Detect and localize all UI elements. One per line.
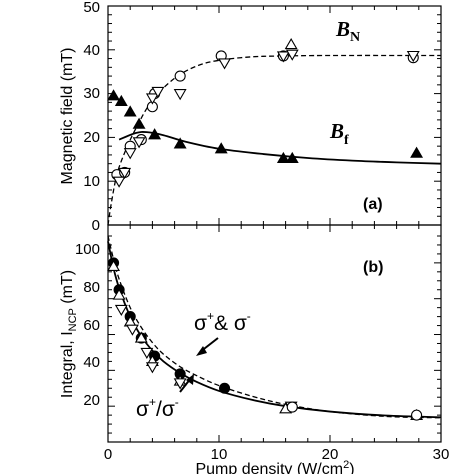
marker-open-up-triangle — [284, 37, 298, 50]
panel-b-ticks — [107, 225, 442, 443]
panel-b-fit-curves — [107, 235, 442, 419]
ytick-label: 40 — [83, 354, 100, 371]
xtick-label: 0 — [104, 446, 112, 463]
marker-open-circle — [174, 70, 186, 82]
bf-series-label: Bf — [329, 119, 349, 148]
sigma-ratio-mid: / — [156, 398, 162, 421]
panel-b-markers — [107, 257, 424, 421]
sigma-both-b-sup: - — [247, 309, 251, 323]
marker-open-down-triangle — [145, 93, 159, 105]
marker-filled-up-triangle — [214, 142, 228, 154]
marker-filled-up-triangle — [132, 117, 146, 129]
xtick-labels: 0 10 20 30 — [104, 446, 450, 463]
ytick-label: 100 — [75, 241, 100, 258]
marker-open-down-triangle — [112, 176, 126, 188]
ytick-label: 30 — [83, 85, 100, 102]
marker-filled-up-triangle — [107, 89, 121, 101]
fit-curve-both — [107, 235, 442, 419]
panel-a-fit-curves — [107, 54, 442, 226]
ytick-label: 20 — [83, 129, 100, 146]
marker-filled-up-triangle — [173, 137, 187, 149]
ytick-label: 60 — [83, 317, 100, 334]
marker-open-down-triangle — [173, 378, 187, 390]
bf-sub: f — [344, 133, 349, 148]
ytick-label: 50 — [83, 0, 100, 16]
sigma-ratio-a: σ — [136, 398, 149, 421]
sigma-both-mid: & — [214, 312, 234, 335]
panel-a-y-axis-label: Magnetic field (mT) — [59, 48, 76, 185]
bn-main: B — [335, 17, 350, 41]
panel-b-ytick-labels: 20 40 60 80 100 — [75, 241, 100, 409]
marker-open-down-triangle — [123, 148, 137, 160]
ytick-label: 40 — [83, 42, 100, 59]
marker-open-circle — [411, 409, 423, 421]
marker-filled-up-triangle — [285, 151, 299, 163]
ytick-label: 80 — [83, 279, 100, 296]
marker-filled-circle — [219, 382, 231, 394]
ytick-label: 10 — [83, 173, 100, 190]
marker-filled-up-triangle — [123, 105, 137, 117]
panel-b-frame — [107, 224, 442, 443]
xlabel-sup: 2 — [343, 459, 349, 471]
sigma-both-label: σ+& σ- — [194, 309, 251, 335]
marker-open-down-triangle — [125, 324, 139, 336]
sigma-ratio-b: σ — [162, 398, 175, 421]
marker-open-down-triangle — [285, 49, 299, 61]
fit-curve-ratio — [107, 241, 442, 419]
sigma-both-b: σ — [234, 312, 247, 335]
marker-open-down-triangle — [173, 89, 187, 101]
marker-filled-up-triangle — [410, 146, 424, 158]
xlabel-main: Pump density (W/cm — [195, 461, 343, 474]
marker-open-down-triangle — [118, 167, 132, 180]
marker-open-down-triangle — [140, 347, 154, 360]
ytick-label: 20 — [83, 392, 100, 409]
arrow-ratio-head — [186, 374, 194, 385]
xtick-label: 10 — [211, 446, 228, 463]
panel-a-ticks — [107, 5, 442, 226]
sigma-both-a: σ — [194, 312, 207, 335]
ylabel-end: (mT) — [59, 270, 76, 308]
sigma-ratio-b-sup: - — [175, 395, 179, 409]
ytick-label: 0 — [92, 217, 100, 234]
arrow-both-head — [196, 346, 207, 356]
panel-b-y-axis-label: Integral, INCP (mT) — [59, 270, 79, 398]
panel-a-label: (a) — [363, 196, 383, 213]
marker-filled-up-triangle — [276, 151, 290, 163]
panel-a-markers — [107, 37, 424, 188]
ylabel-main: Integral, I — [59, 331, 76, 398]
marker-filled-up-triangle — [148, 128, 162, 140]
bn-sub: N — [350, 30, 360, 45]
marker-open-down-triangle — [145, 362, 159, 374]
marker-open-down-triangle — [276, 51, 290, 63]
xlabel-end: ) — [349, 461, 354, 474]
pointer-arrows — [179, 337, 219, 393]
sigma-ratio-label: σ+/σ- — [136, 395, 179, 421]
marker-open-circle — [286, 401, 298, 413]
fit-curve-BN — [107, 54, 442, 226]
marker-open-up-triangle — [112, 288, 126, 300]
marker-open-down-triangle — [114, 304, 128, 317]
marker-open-up-triangle — [134, 331, 148, 343]
x-axis-label: Pump density (W/cm2) — [195, 459, 354, 474]
marker-open-down-triangle — [406, 50, 420, 63]
xtick-label: 20 — [322, 446, 339, 463]
marker-open-down-triangle — [151, 86, 165, 99]
bf-main: B — [329, 119, 344, 143]
sigma-ratio-a-sup: + — [149, 395, 156, 409]
bn-series-label: BN — [335, 17, 360, 45]
marker-filled-up-triangle — [114, 94, 128, 107]
marker-open-down-triangle — [218, 58, 232, 70]
xtick-label: 30 — [433, 446, 450, 463]
panel-a-ytick-labels: 0 10 20 30 40 50 — [83, 0, 100, 234]
marker-open-down-triangle — [132, 137, 146, 149]
panel-a-frame — [107, 5, 442, 226]
sigma-both-a-sup: + — [207, 309, 214, 323]
marker-open-up-triangle — [107, 259, 121, 272]
panel-b-label: (b) — [363, 259, 383, 276]
ylabel-sub: NCP — [67, 308, 79, 331]
